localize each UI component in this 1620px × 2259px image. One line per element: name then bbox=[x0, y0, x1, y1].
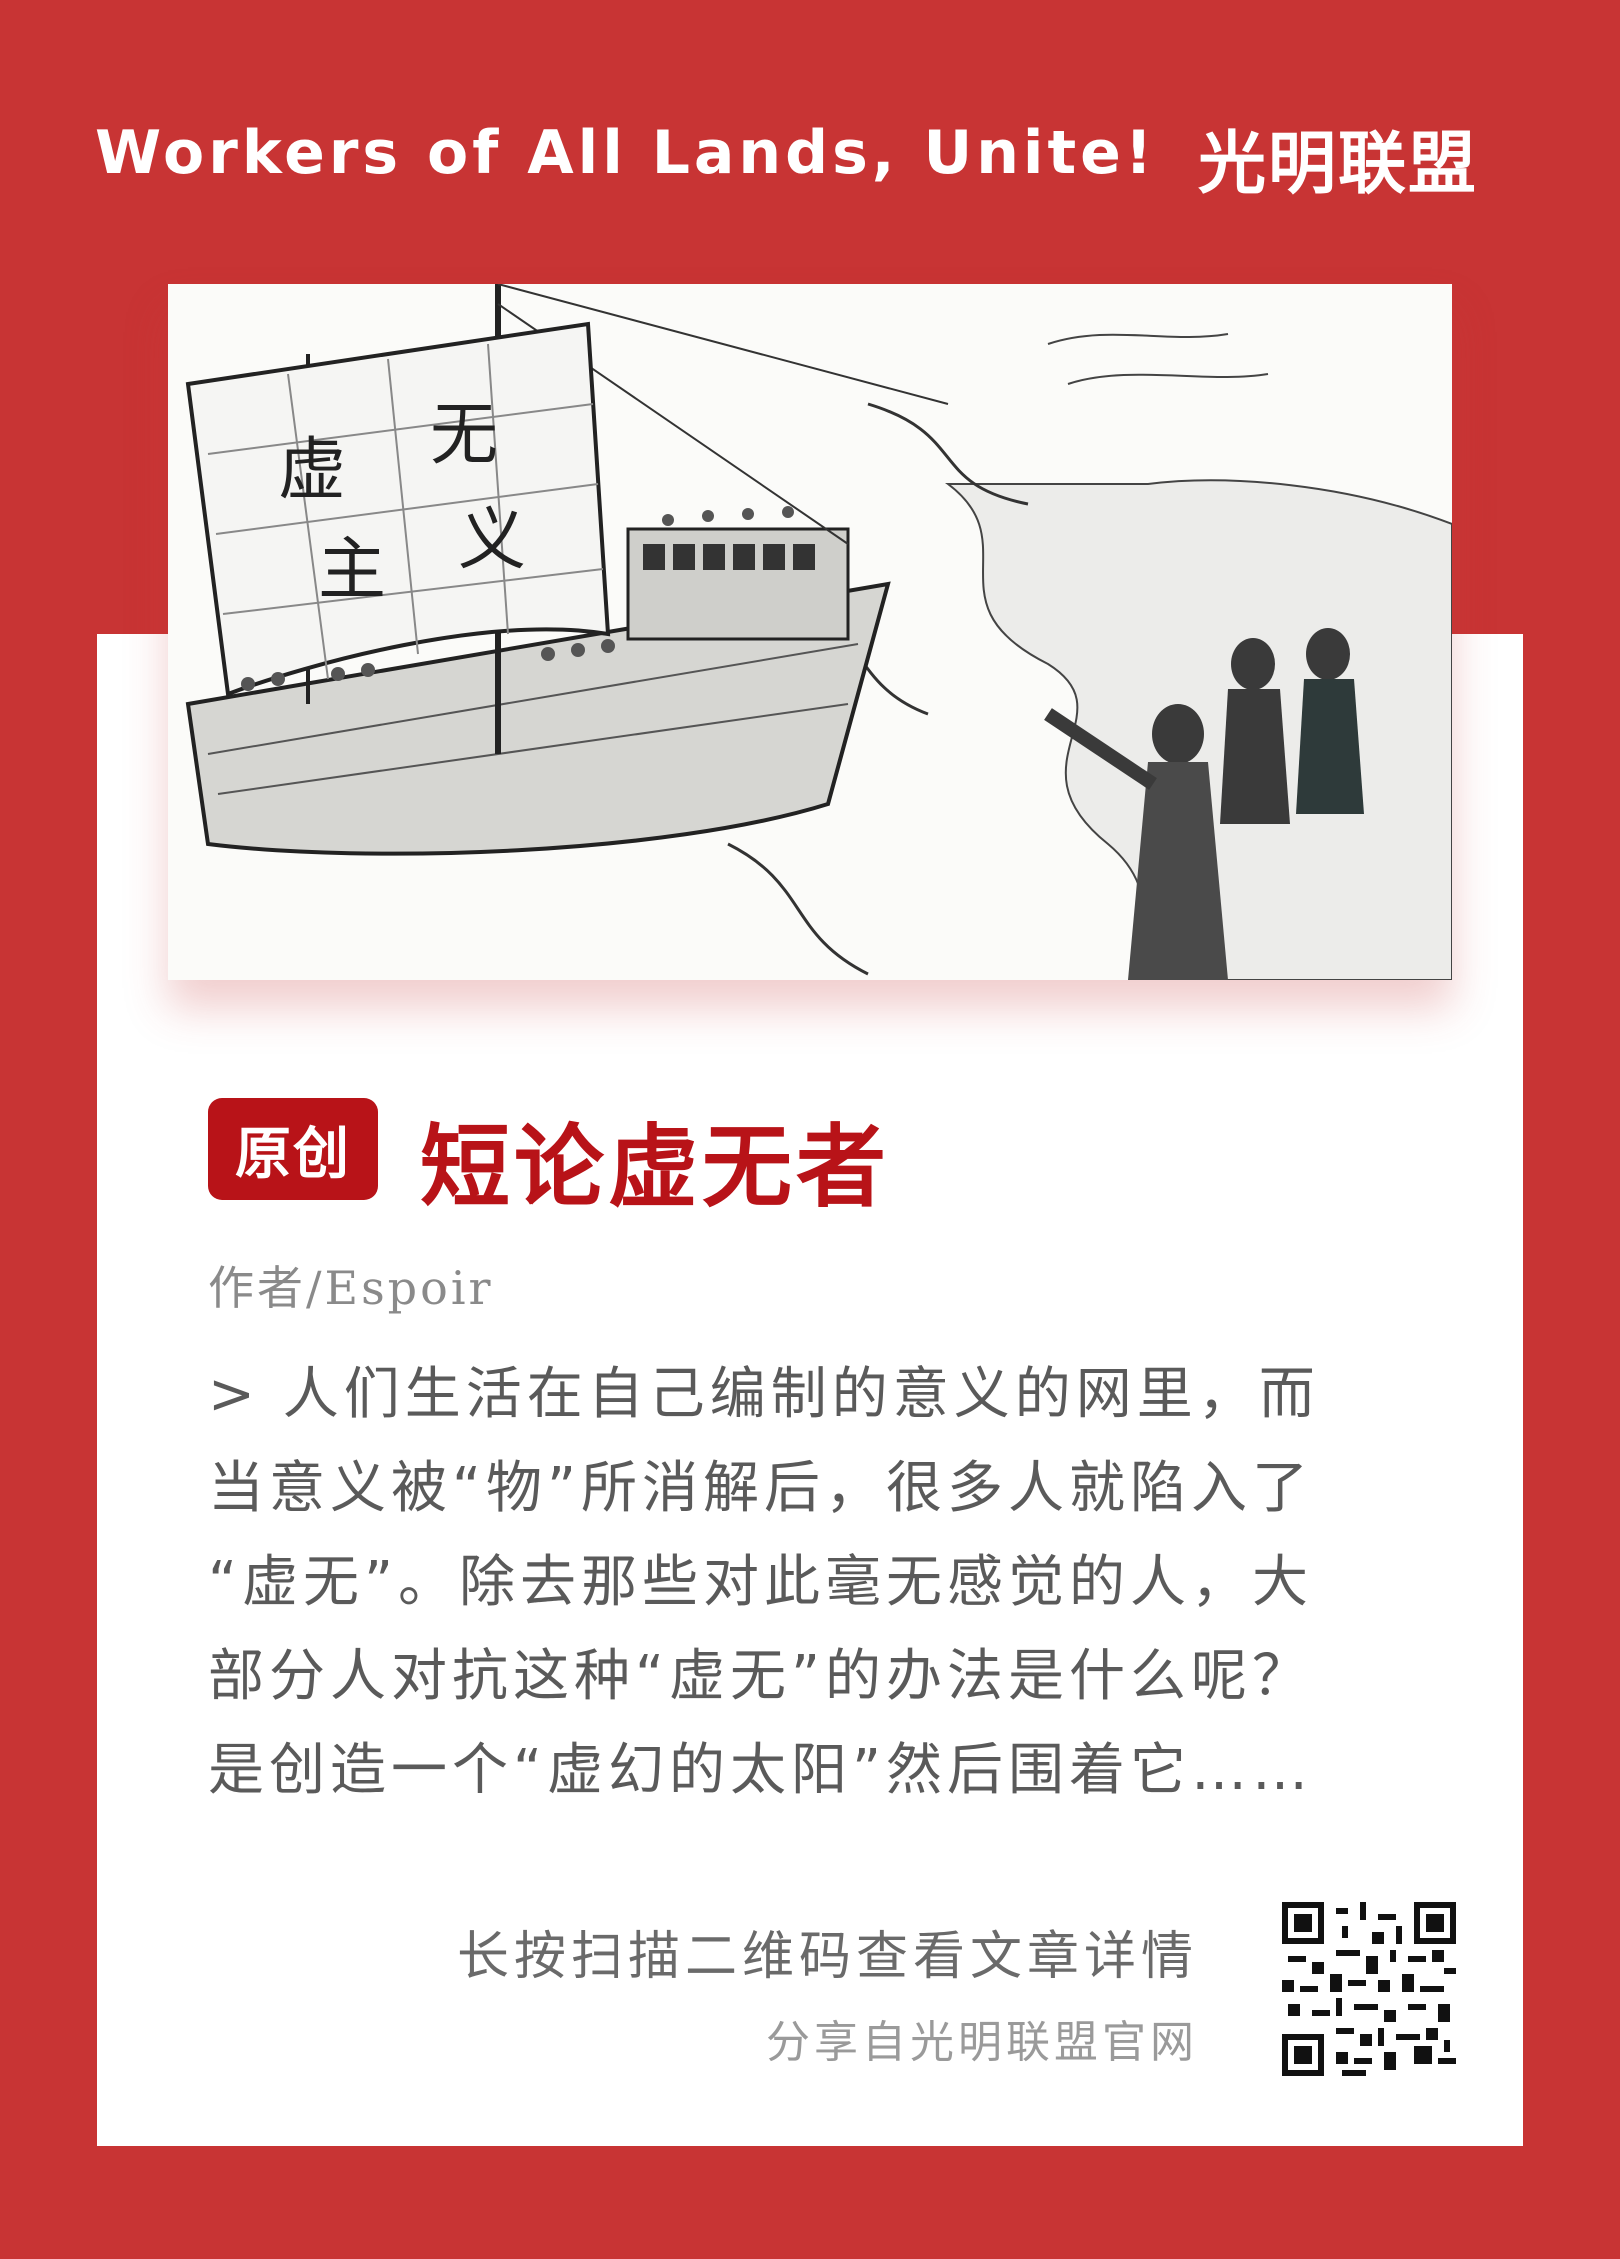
excerpt-line: 部分人对抗这种“虚无”的办法是什么呢？ bbox=[208, 1644, 1314, 1709]
sail-char-1: 虚 bbox=[278, 431, 347, 510]
excerpt-line: > 人们生活在自己编制的意义的网里，而 bbox=[208, 1362, 1320, 1427]
header-slogan: Workers of All Lands, Unite! bbox=[95, 118, 1157, 188]
excerpt-line: “虚无”。除去那些对此毫无感觉的人，大 bbox=[208, 1550, 1314, 1615]
sail-char-2: 无 bbox=[430, 396, 499, 475]
article-excerpt: > 人们生活在自己编制的意义的网里，而 当意义被“物”所消解后，很多人就陷入了 … bbox=[208, 1348, 1428, 1818]
excerpt-line: 是创造一个“虚幻的太阳”然后围着它…… bbox=[208, 1738, 1314, 1803]
brand-logo: 光明联盟 bbox=[1198, 125, 1479, 204]
cover-illustration: 虚 无 主 义 bbox=[168, 284, 1452, 980]
qr-hint-text: 长按扫描二维码查看文章详情 bbox=[456, 1927, 1198, 1987]
author-line: 作者/Espoir bbox=[208, 1261, 494, 1315]
sail-char-4: 义 bbox=[458, 501, 527, 580]
original-badge: 原创 bbox=[208, 1098, 378, 1200]
share-source-text: 分享自光明联盟官网 bbox=[766, 2017, 1198, 2068]
qr-code-icon[interactable] bbox=[1282, 1902, 1456, 2076]
article-title[interactable]: 短论虚无者 bbox=[420, 1114, 890, 1220]
sail-char-3: 主 bbox=[318, 531, 387, 610]
excerpt-line: 当意义被“物”所消解后，很多人就陷入了 bbox=[208, 1456, 1314, 1521]
